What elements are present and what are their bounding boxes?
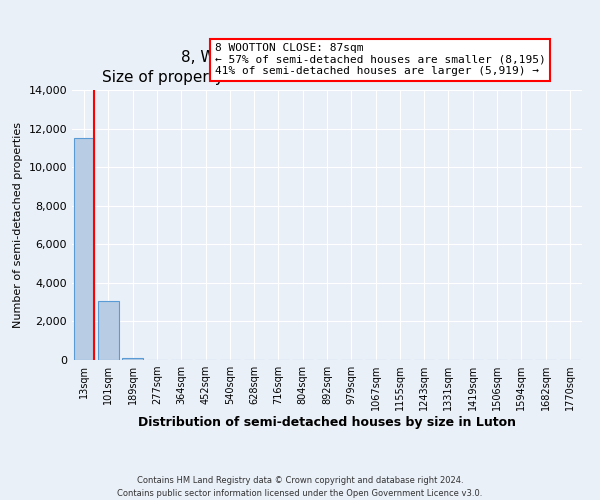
Bar	[122, 358, 143, 360]
Bar	[74, 138, 94, 360]
Text: Contains HM Land Registry data © Crown copyright and database right 2024.
Contai: Contains HM Land Registry data © Crown c…	[118, 476, 482, 498]
Title: 8, WOOTTON CLOSE, LUTON, LU3 3XD
Size of property relative to semi-detached hous: 8, WOOTTON CLOSE, LUTON, LU3 3XD Size of…	[103, 50, 551, 84]
Y-axis label: Number of semi-detached properties: Number of semi-detached properties	[13, 122, 23, 328]
X-axis label: Distribution of semi-detached houses by size in Luton: Distribution of semi-detached houses by …	[138, 416, 516, 429]
Bar	[98, 301, 119, 360]
Text: 8 WOOTTON CLOSE: 87sqm
← 57% of semi-detached houses are smaller (8,195)
41% of : 8 WOOTTON CLOSE: 87sqm ← 57% of semi-det…	[215, 44, 545, 76]
